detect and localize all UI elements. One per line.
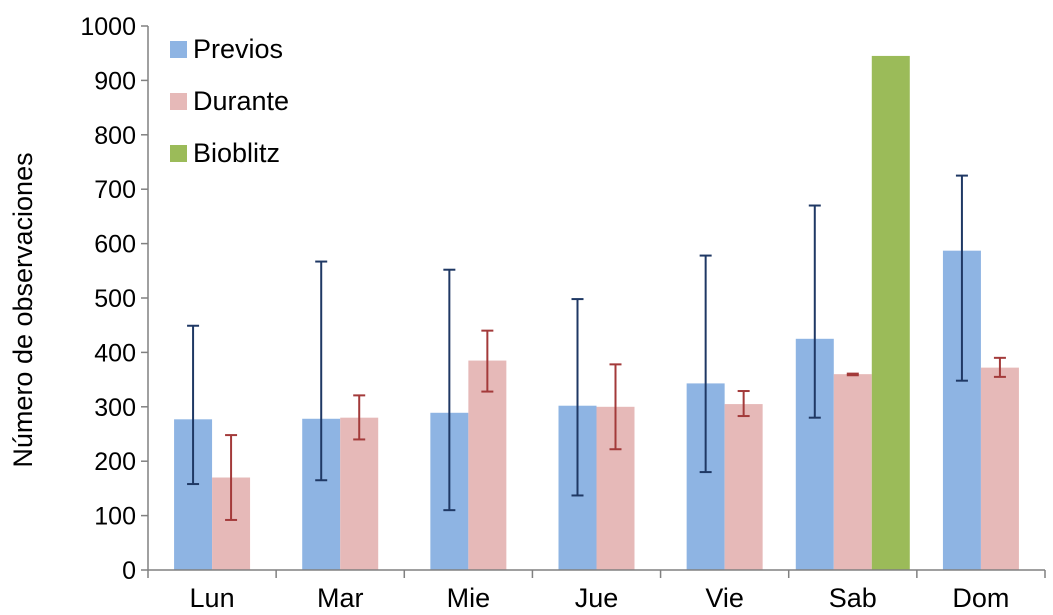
y-tick-label: 700	[94, 176, 136, 204]
bar-durante-sab	[833, 374, 872, 570]
error-bars	[187, 174, 1006, 521]
x-tick-label-dom: Dom	[952, 583, 1009, 613]
y-axis-title: Número de observaciones	[8, 152, 38, 467]
legend-label-bioblitz: Bioblitz	[193, 138, 280, 168]
y-tick-label: 200	[94, 448, 136, 476]
bar-bioblitz-sab	[871, 55, 910, 571]
legend-label-durante: Durante	[193, 86, 289, 116]
y-tick-label: 400	[94, 339, 136, 367]
y-tick-label: 100	[94, 503, 136, 531]
y-tick-label: 1000	[80, 13, 136, 41]
y-tick-label: 500	[94, 285, 136, 313]
y-tick-label: 300	[94, 394, 136, 422]
x-tick-label-sab: Sab	[829, 583, 877, 613]
x-tick-label-vie: Vie	[705, 583, 744, 613]
x-tick-label-lun: Lun	[190, 583, 235, 613]
y-tick-label: 600	[94, 231, 136, 259]
x-axis-labels: Lun Mar Mie Jue Vie Sab Dom	[190, 583, 1010, 613]
x-tick-label-jue: Jue	[575, 583, 619, 613]
y-tick-label: 900	[94, 67, 136, 95]
legend-swatch-previos	[170, 41, 187, 58]
bars	[174, 55, 1019, 571]
y-axis-ticks: 0 100 200 300 400 500 600 700 800 900 1000	[80, 13, 148, 585]
legend: Previos Durante Bioblitz	[170, 34, 289, 168]
bar-durante-vie	[724, 404, 763, 570]
legend-swatch-durante	[170, 93, 187, 110]
x-tick-label-mie: Mie	[447, 583, 491, 613]
y-tick-label: 0	[122, 557, 136, 585]
y-tick-label: 800	[94, 122, 136, 150]
legend-label-previos: Previos	[193, 34, 283, 64]
legend-swatch-bioblitz	[170, 145, 187, 162]
bar-durante-mar	[340, 417, 379, 570]
bar-durante-dom	[980, 367, 1019, 570]
bar-durante-mie	[468, 360, 507, 570]
axes	[147, 26, 1046, 578]
x-tick-label-mar: Mar	[317, 583, 364, 613]
